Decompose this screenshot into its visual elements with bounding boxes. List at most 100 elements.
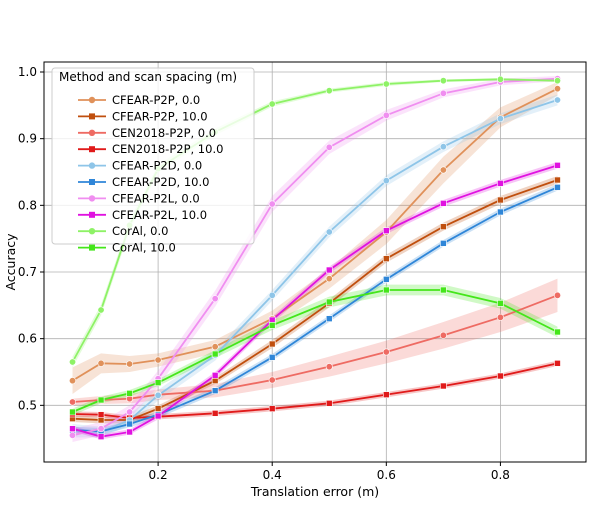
- data-point-square: [554, 176, 561, 184]
- data-point-square: [383, 227, 390, 234]
- data-point-square: [126, 420, 133, 428]
- legend-marker-square: [89, 146, 95, 153]
- data-point-circle: [154, 391, 162, 399]
- data-point-circle: [69, 398, 77, 406]
- data-point-square: [69, 408, 76, 416]
- legend-entry-label: CEN2018-P2P, 10.0: [112, 142, 223, 156]
- data-point-circle: [553, 77, 561, 85]
- data-point-square: [268, 322, 276, 329]
- series-markers: [69, 75, 561, 440]
- data-point-square: [268, 405, 276, 412]
- data-point-square: [325, 266, 333, 274]
- data-point-circle: [325, 228, 333, 236]
- data-point-circle: [382, 348, 390, 356]
- data-point-circle: [126, 360, 134, 368]
- legend-box: [51, 67, 255, 245]
- data-point-square: [383, 276, 390, 283]
- x-tick-label: 0.6: [377, 468, 396, 482]
- data-point-circle: [325, 363, 333, 371]
- data-point-square: [554, 162, 561, 169]
- data-point-circle: [439, 166, 447, 174]
- data-point-square: [383, 391, 390, 398]
- legend-marker-circle: [88, 228, 96, 235]
- legend-marker-circle: [88, 162, 96, 169]
- data-point-circle: [553, 96, 561, 104]
- legend-entry-label: CFEAR-P2P, 10.0: [112, 109, 208, 123]
- data-point-circle: [97, 425, 105, 433]
- legend-entry-label: CFEAR-P2P, 0.0: [112, 93, 200, 107]
- data-point-circle: [439, 77, 447, 85]
- data-point-circle: [382, 177, 390, 185]
- data-point-circle: [496, 75, 504, 83]
- data-point-circle: [268, 100, 276, 108]
- data-point-square: [383, 286, 390, 294]
- legend-entry-label: CorAl, 10.0: [112, 241, 176, 255]
- data-point-square: [383, 255, 390, 262]
- data-point-square: [440, 240, 447, 247]
- legend-title: Method and scan spacing (m): [59, 70, 237, 84]
- data-point-square: [211, 387, 219, 394]
- legend: Method and scan spacing (m) CFEAR-P2P, 0.…: [51, 67, 255, 255]
- data-point-square: [154, 379, 162, 386]
- y-tick-label: 1.0: [18, 65, 37, 79]
- data-point-square: [325, 315, 333, 322]
- y-tick-label: 0.7: [18, 265, 37, 279]
- data-point-square: [554, 360, 561, 367]
- plot-frame: [43, 61, 587, 463]
- data-point-circle: [268, 200, 276, 208]
- x-axis-label: Translation error (m): [250, 484, 379, 499]
- data-point-square: [554, 328, 561, 336]
- series-band: [72, 284, 558, 416]
- data-point-square: [211, 350, 219, 358]
- legend-entry-label: CorAl, 0.0: [112, 224, 168, 238]
- legend-marker-square: [89, 113, 95, 120]
- data-point-square: [268, 340, 276, 348]
- data-point-square: [268, 354, 276, 361]
- legend-marker-circle: [88, 195, 96, 202]
- data-point-square: [126, 428, 133, 436]
- data-point-circle: [382, 111, 390, 119]
- legend-entry-label: CFEAR-P2D, 10.0: [112, 175, 209, 189]
- data-point-circle: [97, 306, 105, 314]
- data-point-square: [440, 286, 447, 294]
- y-tick-label: 0.6: [18, 332, 37, 346]
- legend-entry-label: CFEAR-P2L, 10.0: [112, 208, 207, 222]
- data-point-circle: [439, 143, 447, 151]
- x-tick-label: 0.2: [149, 468, 168, 482]
- data-point-circle: [382, 80, 390, 88]
- y-tick-label: 0.9: [18, 132, 37, 146]
- data-point-square: [440, 382, 447, 390]
- x-tick-label: 0.8: [491, 468, 510, 482]
- data-point-circle: [496, 115, 504, 123]
- data-point-square: [497, 196, 504, 204]
- data-point-square: [325, 400, 333, 407]
- data-point-square: [554, 184, 561, 191]
- data-point-circle: [268, 291, 276, 299]
- data-point-circle: [553, 85, 561, 93]
- data-point-circle: [439, 331, 447, 339]
- y-axis-label: Accuracy: [3, 233, 18, 291]
- series-band: [72, 184, 558, 435]
- data-point-circle: [69, 377, 77, 385]
- legend-marker-circle: [88, 129, 96, 136]
- legend-marker-square: [89, 244, 95, 251]
- legend-entry-label: CEN2018-P2P, 0.0: [112, 126, 216, 140]
- data-point-circle: [126, 408, 134, 416]
- data-point-circle: [211, 295, 219, 303]
- data-point-circle: [325, 275, 333, 283]
- axis-ticks: 0.2 0.4 0.6 0.8 0.5 0.6 0.7 0.8 0.9 1.0: [18, 65, 510, 482]
- data-point-square: [97, 411, 105, 418]
- legend-marker-square: [89, 179, 95, 185]
- data-point-circle: [211, 343, 219, 351]
- data-point-square: [154, 412, 162, 420]
- data-point-circle: [553, 291, 561, 299]
- data-point-circle: [325, 143, 333, 151]
- data-point-circle: [496, 313, 504, 321]
- data-point-circle: [439, 89, 447, 97]
- legend-entry-label: CFEAR-P2L, 0.0: [112, 191, 200, 205]
- data-point-square: [154, 405, 162, 412]
- data-point-square: [497, 300, 504, 307]
- data-point-circle: [97, 359, 105, 367]
- y-tick-label: 0.8: [18, 198, 37, 212]
